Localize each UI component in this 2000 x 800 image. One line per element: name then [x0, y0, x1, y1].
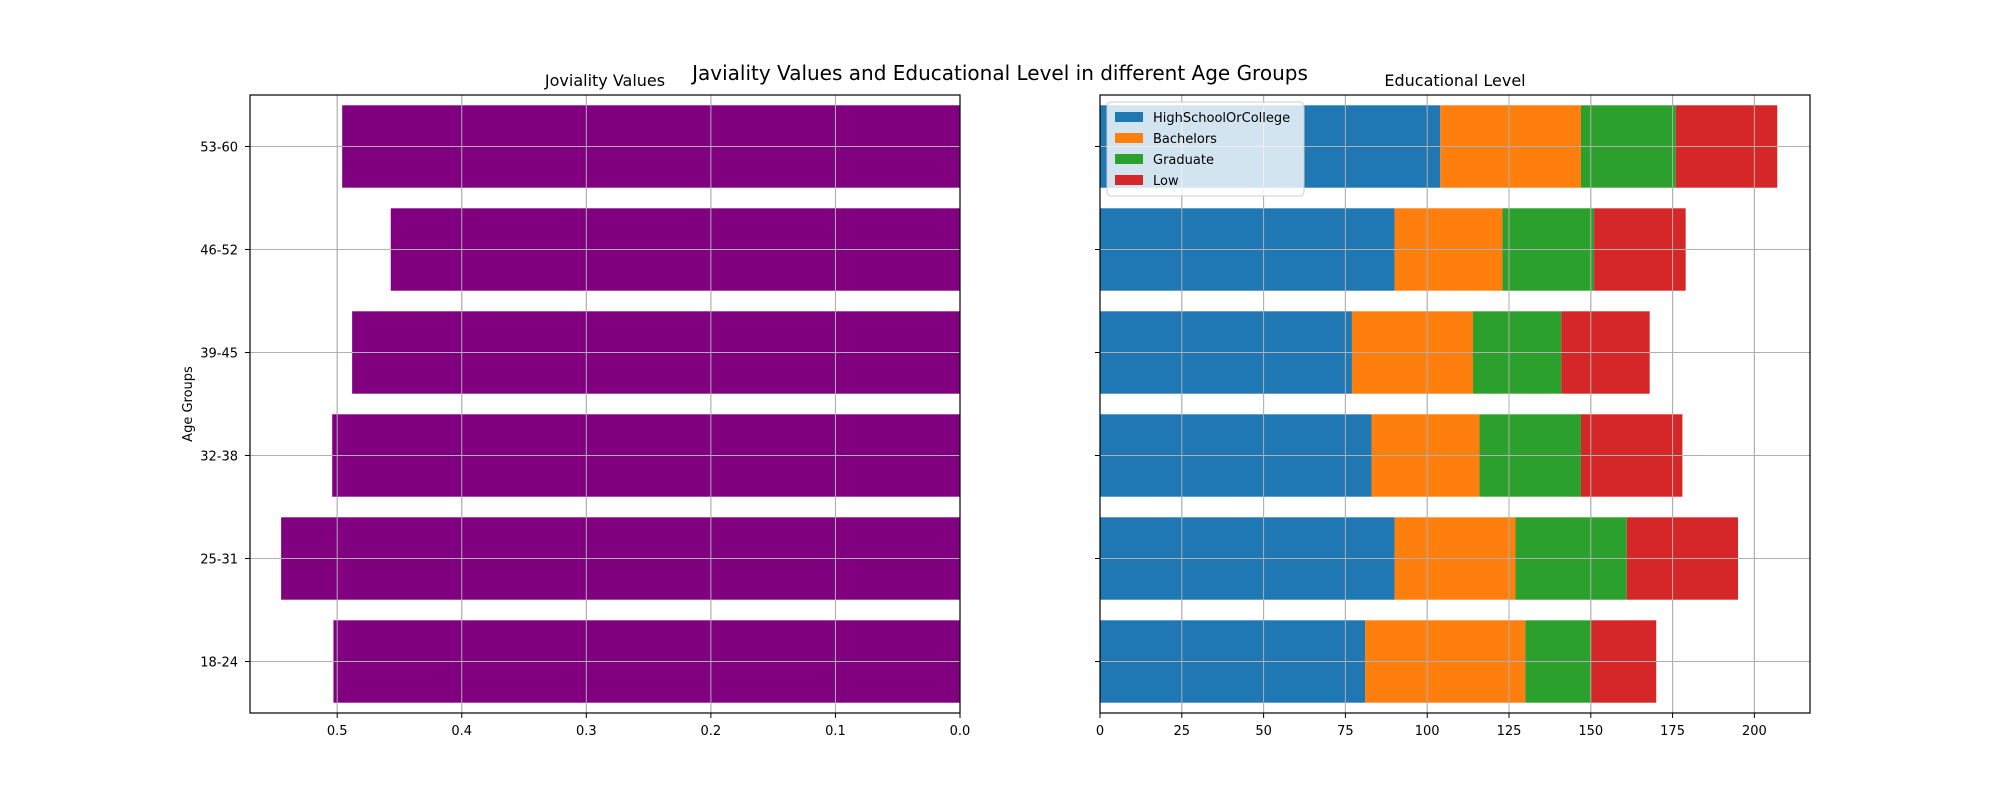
- legend-swatch-highschoolorcollege: [1115, 112, 1143, 122]
- education-x-tick-label: 100: [1415, 724, 1440, 739]
- joviality-y-tick-label: 53-60: [200, 141, 238, 156]
- joviality-y-tick-label: 18-24: [200, 656, 238, 671]
- joviality-x-tick-label: 0.1: [825, 724, 846, 739]
- joviality-y-tick-label: 46-52: [200, 244, 238, 259]
- joviality-y-axis-label: Age Groups: [181, 366, 196, 442]
- education-x-tick-label: 125: [1497, 724, 1522, 739]
- joviality-x-tick-label: 0.0: [950, 724, 971, 739]
- legend-label: Graduate: [1153, 153, 1214, 168]
- education-x-tick-label: 175: [1660, 724, 1685, 739]
- joviality-x-tick-label: 0.4: [451, 724, 472, 739]
- legend-swatch-bachelors: [1115, 133, 1143, 143]
- education-x-tick-label: 25: [1174, 724, 1191, 739]
- figure-title: Javiality Values and Educational Level i…: [690, 61, 1308, 85]
- joviality-axes-frame: [249, 94, 961, 714]
- legend-label: Bachelors: [1153, 132, 1217, 147]
- legend-box: [1106, 101, 1305, 197]
- legend-label: Low: [1153, 174, 1179, 189]
- education-legend: HighSchoolOrCollege Bachelors Graduate Low: [1106, 101, 1305, 197]
- joviality-x-tick-label: 0.3: [576, 724, 597, 739]
- joviality-y-tick-label: 39-45: [200, 347, 238, 362]
- joviality-chart: 0.5 0.4 0.3 0.2 0.1 0.0 18-24 25-31 32-38 39-45 46…: [181, 71, 970, 739]
- legend-swatch-graduate: [1115, 154, 1143, 164]
- education-x-tick-label: 50: [1255, 724, 1272, 739]
- education-chart: 0 25 50 75 100 125 150 175 200 Educational Level…: [1095, 71, 1811, 739]
- joviality-ticks: 0.5 0.4 0.3 0.2 0.1 0.0 18-24 25-31 32-38 39-45 46…: [200, 141, 970, 740]
- legend-label: HighSchoolOrCollege: [1153, 111, 1290, 126]
- joviality-bars: [250, 95, 961, 713]
- education-axes-frame: [1099, 94, 1811, 714]
- education-x-tick-label: 150: [1578, 724, 1603, 739]
- education-x-tick-label: 0: [1096, 724, 1104, 739]
- education-chart-title: Educational Level: [1384, 71, 1525, 90]
- education-ticks: 0 25 50 75 100 125 150 175 200: [1095, 146, 1767, 739]
- joviality-x-tick-label: 0.5: [327, 724, 348, 739]
- joviality-x-tick-label: 0.2: [701, 724, 722, 739]
- joviality-y-tick-label: 32-38: [200, 450, 238, 465]
- education-x-tick-label: 75: [1337, 724, 1354, 739]
- joviality-chart-title: Joviality Values: [544, 71, 665, 90]
- joviality-y-tick-label: 25-31: [200, 553, 238, 568]
- education-x-tick-label: 200: [1742, 724, 1767, 739]
- legend-swatch-low: [1115, 175, 1143, 185]
